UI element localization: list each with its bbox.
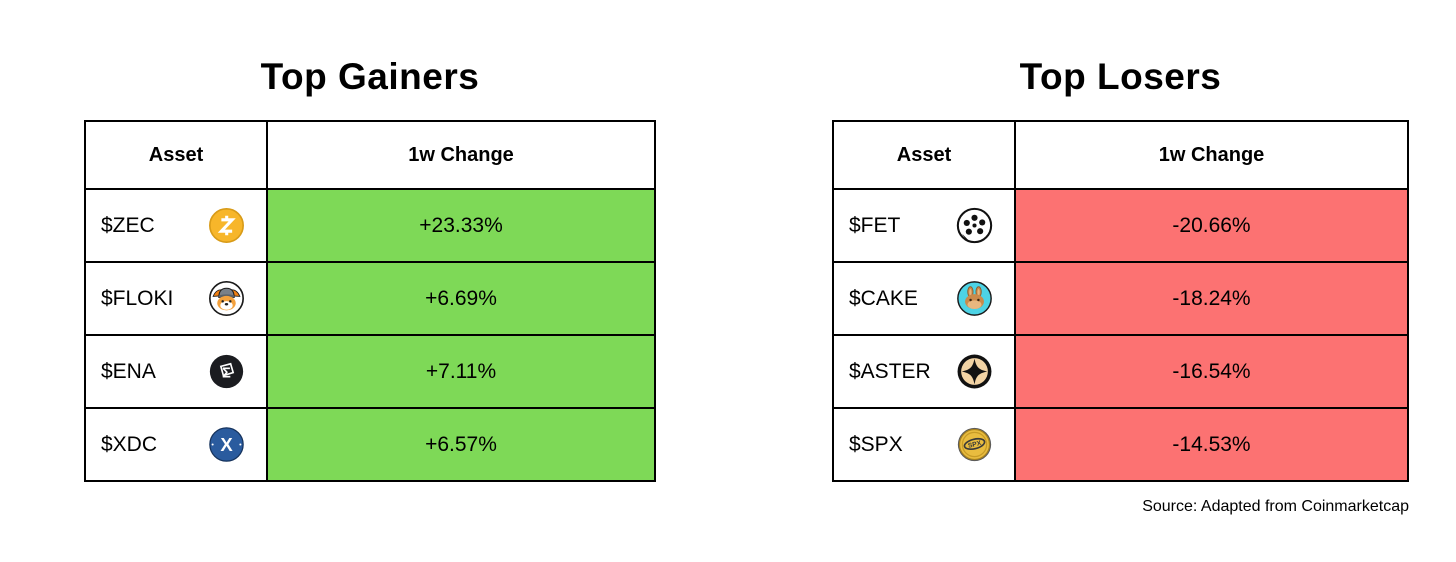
asset-cell: $CAKE	[832, 261, 1016, 336]
change-cell: +6.57%	[266, 407, 656, 482]
gainers-header-asset: Asset	[84, 120, 268, 190]
losers-header-asset: Asset	[832, 120, 1016, 190]
asset-cell: $XDC X	[84, 407, 268, 482]
table-row: $ASTER -16.54%	[832, 334, 1409, 409]
gainers-title: Top Gainers	[260, 56, 480, 97]
floki-coin-icon	[209, 281, 244, 316]
losers-header-row: Asset 1w Change	[832, 120, 1409, 190]
gainers-header-row: Asset 1w Change	[84, 120, 656, 190]
asset-ticker: $CAKE	[849, 286, 918, 310]
spx-coin-icon: SPX	[957, 427, 992, 462]
asset-cell: $SPX SPX	[832, 407, 1016, 482]
table-row: $ENA Σ +7.11%	[84, 334, 656, 409]
table-row: $FLOKI +6.69%	[84, 261, 656, 336]
ena-coin-icon: Σ	[209, 354, 244, 389]
asset-cell: $FLOKI	[84, 261, 268, 336]
change-cell: -14.53%	[1014, 407, 1409, 482]
svg-text:SPX: SPX	[967, 440, 982, 450]
table-row: $CAKE -18.24%	[832, 261, 1409, 336]
asset-cell: $ENA Σ	[84, 334, 268, 409]
change-cell: -20.66%	[1014, 188, 1409, 263]
aster-coin-icon	[957, 354, 992, 389]
asset-ticker: $ASTER	[849, 359, 931, 383]
gainers-table: Asset 1w Change $ZEC +23.33% $FLOKI	[84, 120, 656, 482]
table-row: $FET -20.66%	[832, 188, 1409, 263]
gainers-header-change: 1w Change	[266, 120, 656, 190]
change-cell: -16.54%	[1014, 334, 1409, 409]
fet-coin-icon	[956, 207, 993, 244]
losers-header-change: 1w Change	[1014, 120, 1409, 190]
losers-title: Top Losers	[1019, 56, 1222, 97]
change-cell: +23.33%	[266, 188, 656, 263]
table-row: $ZEC +23.33%	[84, 188, 656, 263]
asset-cell: $ASTER	[832, 334, 1016, 409]
asset-cell: $ZEC	[84, 188, 268, 263]
losers-table: Asset 1w Change $FET -20.66%	[832, 120, 1409, 482]
change-cell: +6.69%	[266, 261, 656, 336]
asset-ticker: $ZEC	[101, 213, 155, 237]
zec-coin-icon	[209, 208, 244, 243]
change-cell: +7.11%	[266, 334, 656, 409]
xdc-coin-icon: X	[209, 427, 244, 462]
table-row: $SPX SPX -14.53%	[832, 407, 1409, 482]
change-cell: -18.24%	[1014, 261, 1409, 336]
svg-text:X: X	[220, 434, 233, 455]
asset-ticker: $SPX	[849, 432, 903, 456]
asset-ticker: $XDC	[101, 432, 158, 456]
asset-ticker: $ENA	[101, 359, 156, 383]
source-note: Source: Adapted from Coinmarketcap	[1142, 498, 1409, 515]
table-row: $XDC X +6.57%	[84, 407, 656, 482]
svg-text:Σ: Σ	[222, 366, 231, 382]
asset-ticker: $FET	[849, 213, 901, 237]
asset-ticker: $FLOKI	[101, 286, 174, 310]
asset-cell: $FET	[832, 188, 1016, 263]
cake-coin-icon	[957, 281, 992, 316]
